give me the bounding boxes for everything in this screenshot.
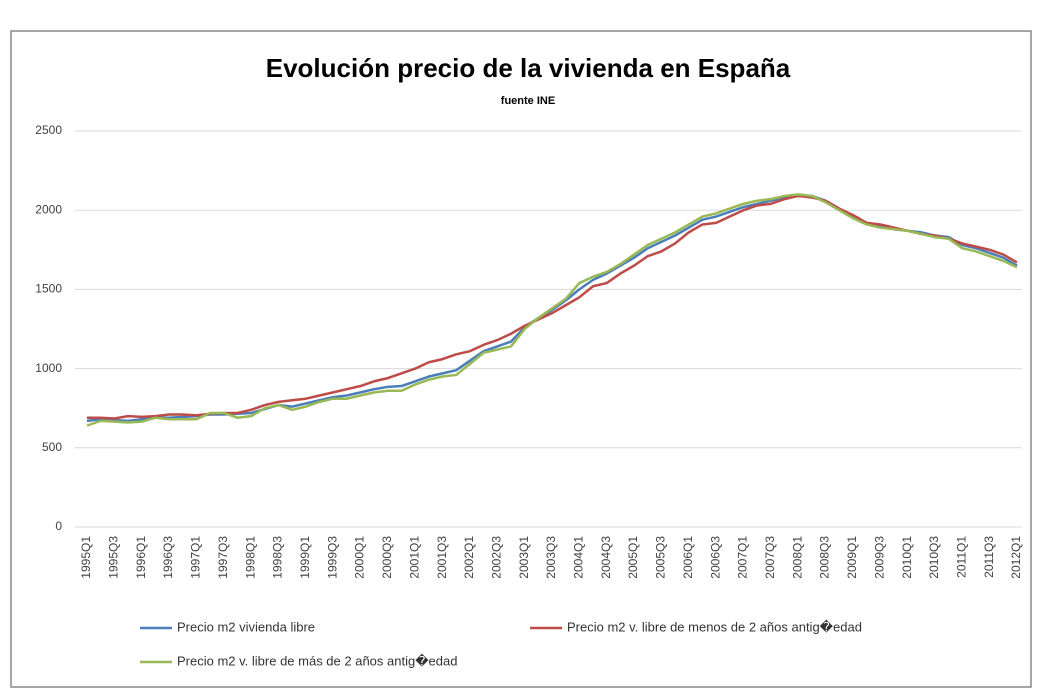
x-tick-label: 2004Q3 (599, 536, 613, 579)
y-tick-label: 2000 (35, 202, 62, 216)
x-tick-label: 2007Q3 (763, 536, 777, 579)
x-tick-label: 2009Q3 (872, 536, 886, 579)
series-line (86, 193, 1018, 427)
x-tick-label: 2007Q1 (736, 536, 750, 579)
chart-title: Evolución precio de la vivienda en Españ… (266, 53, 791, 83)
x-tick-label: 2010Q3 (927, 536, 941, 579)
x-tick-label: 2001Q1 (407, 536, 421, 579)
x-tick-label: 2008Q1 (790, 536, 804, 579)
x-tick-label: 2011Q3 (982, 536, 996, 578)
y-tick-label: 1500 (35, 282, 62, 296)
y-tick-label: 500 (42, 440, 62, 454)
chart-frame (10, 30, 1032, 688)
x-tick-label: 1997Q3 (216, 536, 230, 579)
x-tick-label: 1997Q1 (189, 536, 203, 579)
x-tick-label: 2004Q1 (572, 536, 586, 579)
x-tick-label: 1995Q1 (79, 536, 93, 579)
x-tick-label: 2008Q3 (818, 536, 832, 579)
series-line (87, 194, 1018, 420)
y-tick-label: 2500 (35, 123, 62, 137)
x-tick-label: 1995Q3 (107, 536, 121, 579)
x-tick-label: 2005Q1 (626, 536, 640, 579)
legend-label: Precio m2 v. libre de más de 2 años anti… (177, 652, 457, 668)
x-tick-label: 1998Q1 (243, 536, 257, 579)
y-tick-label: 1000 (35, 361, 62, 375)
x-tick-label: 2002Q1 (462, 536, 476, 579)
x-tick-label: 1996Q3 (161, 536, 175, 579)
x-tick-label: 1998Q3 (271, 536, 285, 579)
x-tick-label: 2006Q3 (708, 536, 722, 579)
legend-label: Precio m2 v. libre de menos de 2 años an… (567, 618, 862, 634)
x-tick-label: 1996Q1 (134, 536, 148, 579)
x-tick-label: 2006Q1 (681, 536, 695, 579)
x-tick-label: 2010Q1 (900, 536, 914, 579)
x-tick-label: 2000Q3 (380, 536, 394, 579)
x-tick-label: 2011Q1 (954, 536, 968, 578)
x-tick-label: 2005Q3 (654, 536, 668, 579)
legend-label: Precio m2 vivienda libre (177, 619, 315, 634)
x-tick-label: 1999Q1 (298, 536, 312, 579)
chart-subtitle: fuente INE (501, 95, 555, 107)
x-tick-label: 2001Q3 (435, 536, 449, 579)
x-tick-label: 1999Q3 (325, 536, 339, 579)
x-tick-label: 2009Q1 (845, 536, 859, 579)
x-tick-label: 2012Q1 (1009, 536, 1023, 579)
x-tick-label: 2003Q3 (544, 536, 558, 579)
x-tick-label: 2003Q1 (517, 536, 531, 579)
y-tick-label: 0 (55, 519, 62, 533)
x-tick-label: 2000Q1 (353, 536, 367, 579)
x-tick-label: 2002Q3 (489, 536, 503, 579)
